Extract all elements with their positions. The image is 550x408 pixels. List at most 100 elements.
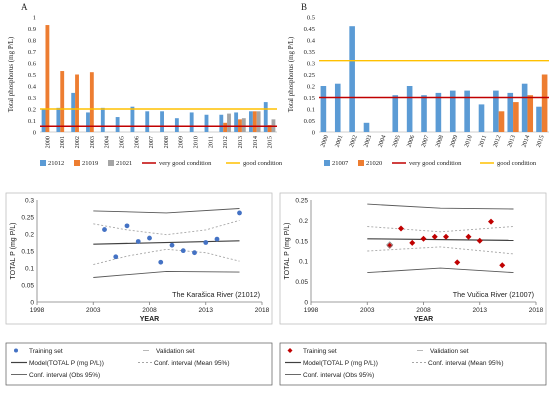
legend-label-ref: very good condition [409, 160, 462, 167]
training-point [214, 236, 220, 242]
legend-label-21019: 21019 [82, 160, 98, 167]
bar-21007-2009 [449, 90, 456, 132]
bar-21012-2008 [160, 111, 164, 132]
bar-21007-2012 [493, 90, 499, 132]
bar-21007-2002 [349, 26, 355, 133]
bar-21021-2014 [256, 111, 261, 132]
legend-label-training: Training set [303, 348, 337, 355]
x-tick-label: 2010 [193, 136, 200, 148]
x-tick-label: 2014 [521, 134, 532, 148]
bar-21020-2013 [513, 102, 519, 132]
legend-label-conf-mean: Conf. interval (Mean 95%) [428, 360, 504, 367]
x-tick-label: 2008 [416, 307, 431, 314]
bar-21019-2002 [75, 74, 79, 132]
y-tick-label: 0.9 [28, 26, 36, 33]
x-tick-label: 2004 [377, 134, 388, 148]
training-point [135, 239, 141, 244]
legend-label-training: Training set [29, 348, 63, 355]
bar-21007-2005 [392, 95, 399, 132]
training-point [409, 239, 416, 246]
y-axis-label: Total phosphorus (mg P/L) [287, 36, 295, 112]
x-tick-label: 2011 [207, 136, 214, 148]
x-tick-label: 2000 [44, 136, 51, 148]
training-point [386, 242, 393, 249]
bar-21012-2006 [130, 106, 135, 132]
x-tick-label: 2012 [222, 136, 229, 148]
training-point [499, 262, 506, 269]
conf-obs-lower [93, 270, 240, 278]
legend-label-validation: Validation set [430, 348, 469, 355]
legend-swatch-21019 [74, 160, 80, 166]
y-tick-label: 0.3 [28, 95, 36, 102]
legend-label-model: Model(TOTAL P (mg P/L)) [303, 360, 378, 367]
x-tick-label: 2018 [255, 307, 270, 314]
bar-21012-2011 [204, 114, 209, 132]
y-tick-label: 0.5 [307, 15, 315, 22]
x-tick-label: 2013 [473, 307, 488, 314]
training-point [203, 240, 209, 245]
y-tick-label: 0.1 [25, 266, 34, 273]
y-tick-label: 0.05 [21, 283, 34, 290]
x-tick-label: 2014 [252, 136, 259, 148]
training-point [180, 248, 186, 254]
x-tick-label: 2013 [199, 307, 214, 314]
river-title: The Karašica River (21012) [172, 290, 260, 299]
bar-21007-2015 [536, 106, 542, 132]
legend-marker-training [14, 348, 18, 353]
bar-21007-2006 [406, 86, 413, 132]
conf-mean-upper [93, 219, 240, 236]
bar-21019-2000 [45, 25, 50, 132]
legend-label-21012: 21012 [48, 160, 64, 167]
bar-21007-2013 [507, 92, 514, 132]
y-tick-label: 0.25 [295, 198, 308, 205]
y-tick-label: 0.35 [304, 49, 315, 56]
training-point [454, 259, 461, 266]
legend-swatch-21007 [324, 160, 330, 166]
y-tick-label: 0.45 [304, 26, 315, 33]
bar-21019-2014 [252, 111, 257, 132]
training-point [398, 225, 404, 232]
bar-21019-2003 [89, 72, 94, 132]
training-point [158, 259, 164, 265]
bar-21012-2013 [234, 112, 239, 132]
y-tick-label: 0.25 [304, 72, 315, 79]
conf-mean-upper [367, 226, 514, 233]
conf-mean-lower [93, 248, 240, 266]
y-tick-label: 0.15 [304, 95, 315, 102]
panel-label: B [301, 2, 307, 12]
y-tick-label: 1 [33, 15, 36, 22]
bar-21019-2012 [223, 122, 228, 132]
y-tick-label: 0.05 [295, 279, 308, 286]
x-tick-label: 2015 [267, 136, 274, 148]
y-axis-label: Total phosphorus (mg P/L) [7, 36, 15, 112]
bar-21012-2015 [263, 102, 268, 132]
legend-label-conf-obs: Conf. interval (Obs 95%) [303, 372, 374, 379]
y-tick-label: 0.2 [307, 84, 315, 91]
bar-21020-2014 [527, 95, 534, 132]
bar-21007-2010 [464, 90, 470, 132]
x-tick-label: 2008 [142, 307, 157, 314]
y-tick-label: 0.4 [28, 84, 37, 91]
legend-label-conf-obs: Conf. interval (Obs 95%) [29, 372, 100, 379]
x-tick-label: 2001 [334, 134, 345, 148]
legend-label-validation: Validation set [156, 348, 195, 355]
x-tick-label: 2003 [362, 134, 373, 148]
x-tick-label: 2002 [74, 136, 81, 148]
bar-21021-2013 [241, 118, 246, 132]
bar-21007-2014 [521, 83, 528, 132]
training-point [147, 235, 152, 241]
training-point [169, 242, 175, 248]
y-tick-label: 0 [304, 300, 308, 307]
legend-box [279, 342, 547, 386]
legend-marker-training [287, 348, 293, 353]
conf-mean-lower [367, 246, 514, 255]
legend-label-21020: 21020 [366, 160, 382, 167]
plot-frame [5, 192, 273, 325]
training-point [237, 210, 242, 216]
river-title: The Vučica River (21007) [453, 290, 534, 299]
bar-21012-2014 [249, 111, 253, 132]
legend-swatch-21012 [40, 160, 46, 166]
x-tick-label: 2010 [463, 134, 474, 148]
x-tick-label: 2005 [391, 134, 402, 148]
bar-21007-2011 [478, 104, 485, 132]
